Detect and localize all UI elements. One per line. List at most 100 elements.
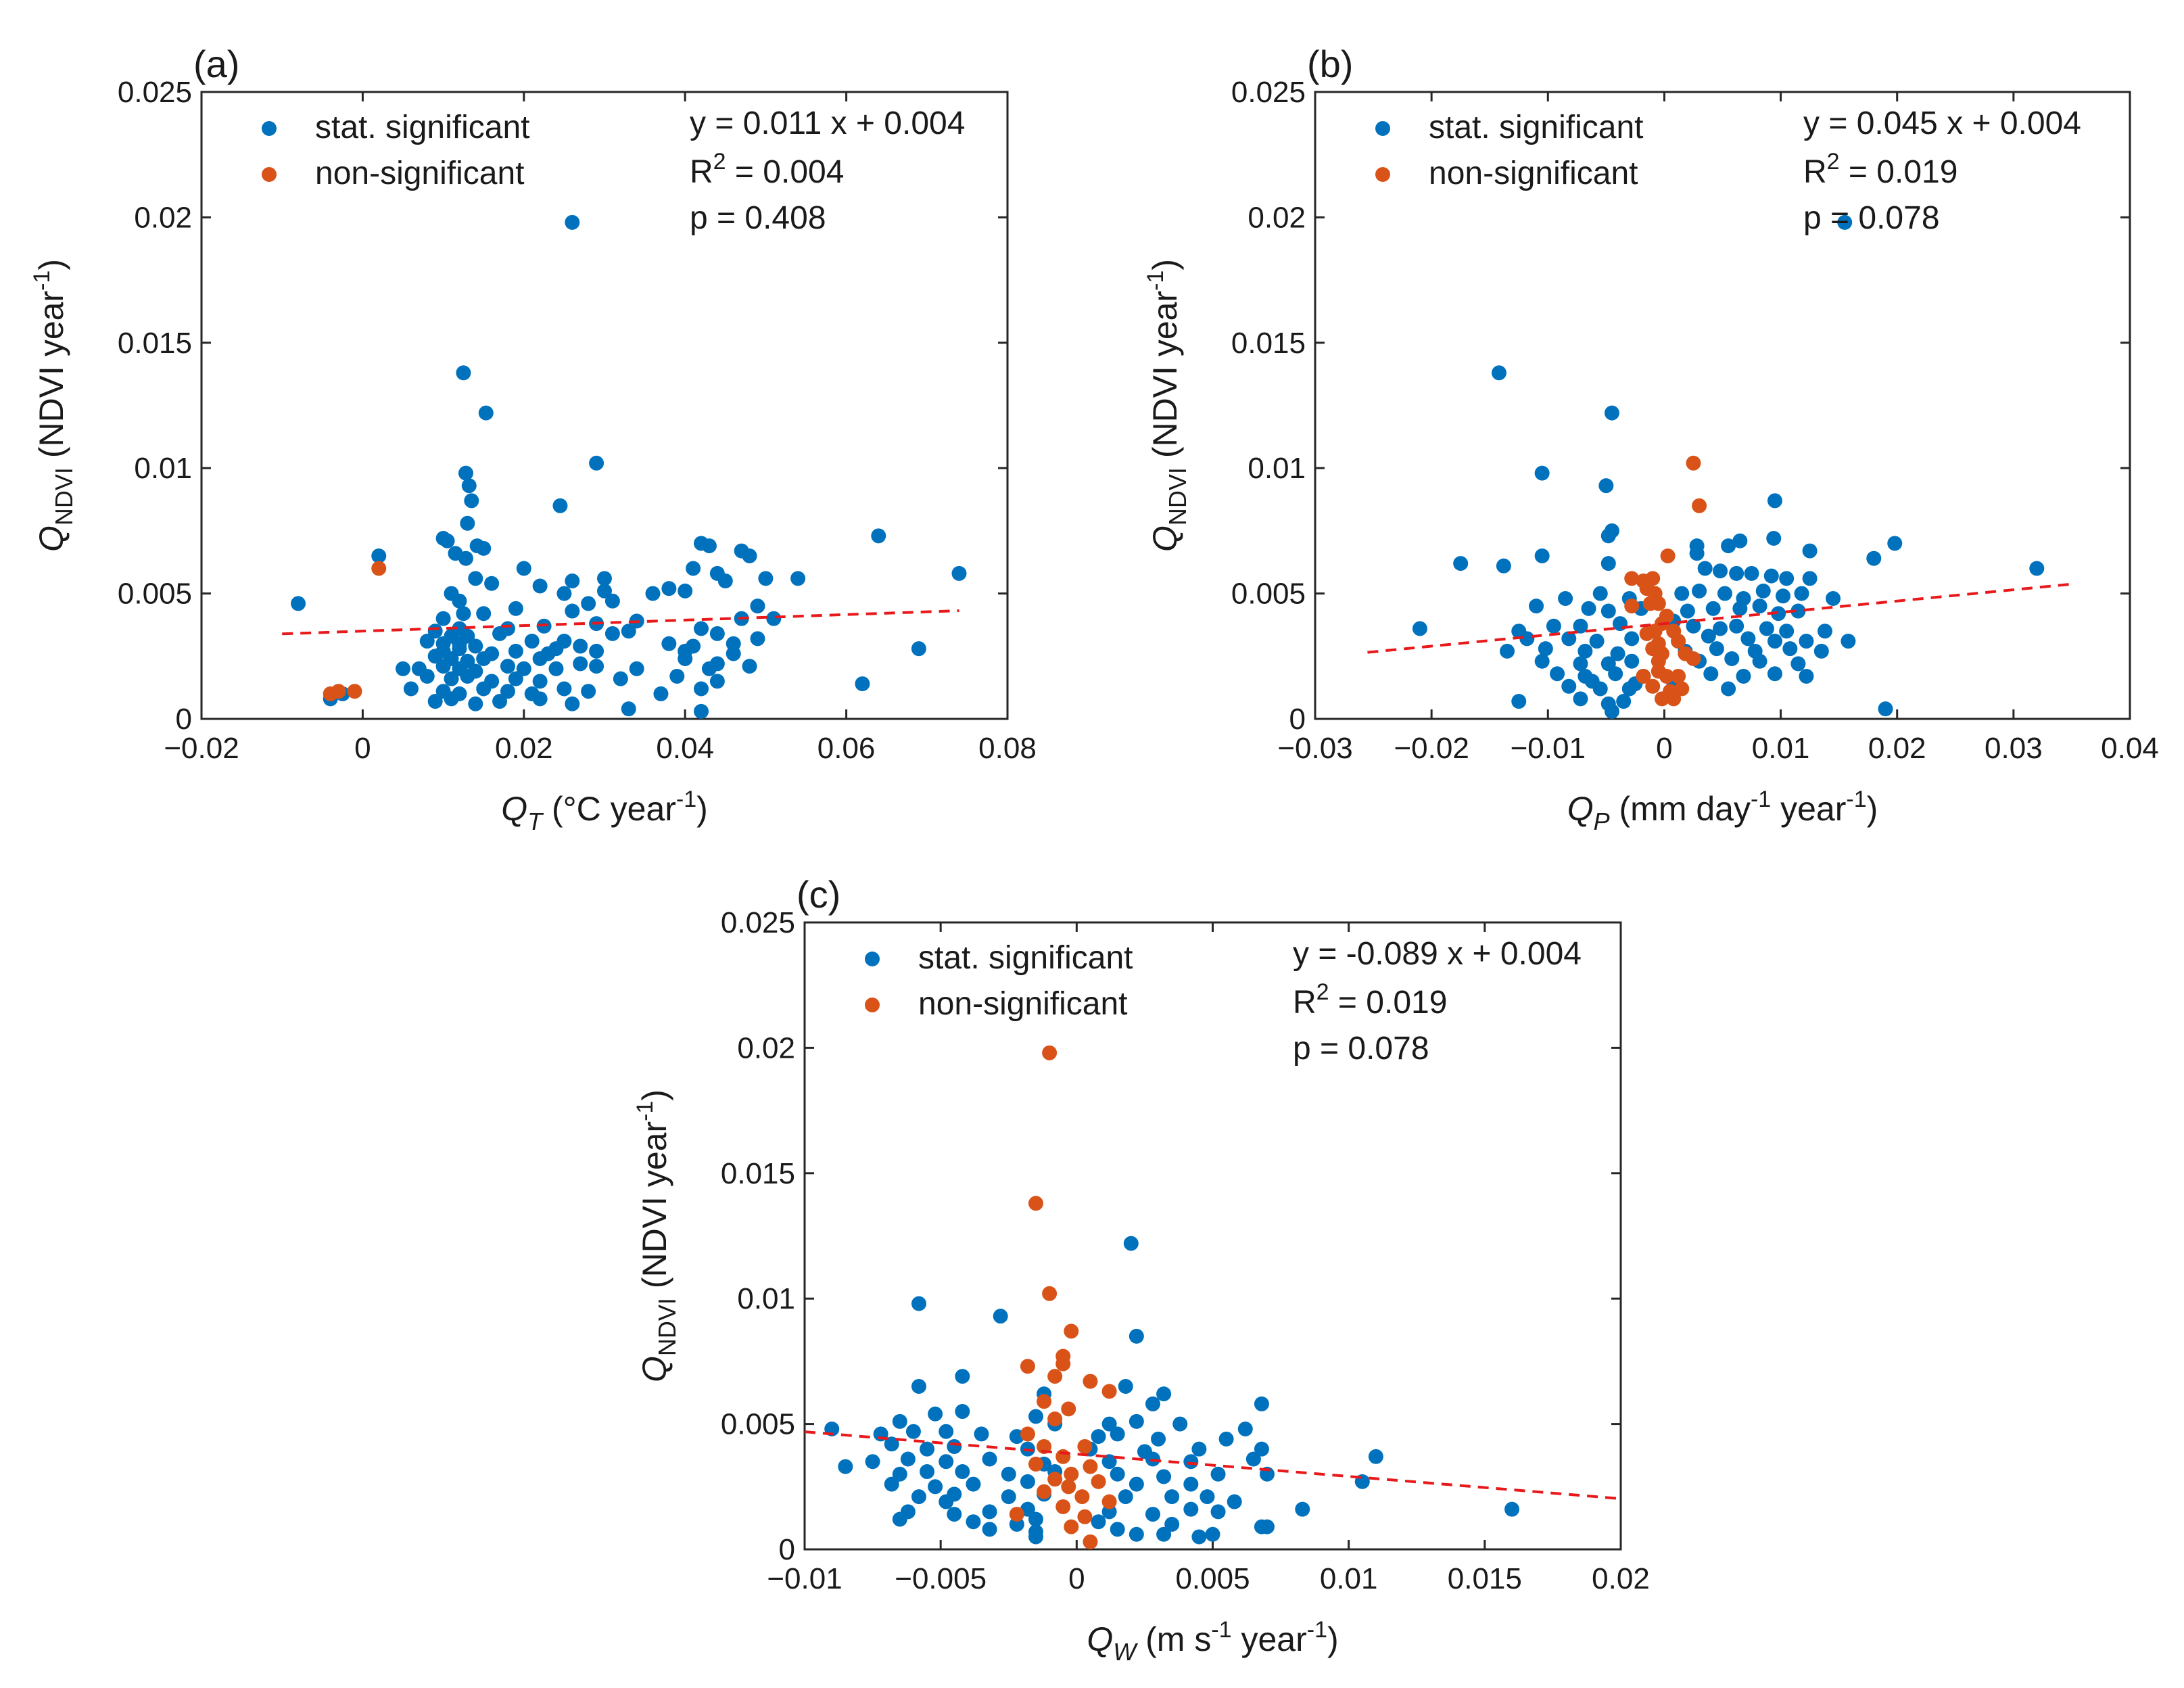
point-significant (1826, 591, 1841, 607)
x-tick-label-b: −0.02 (1394, 732, 1469, 765)
point-significant (947, 1507, 962, 1522)
point-significant (440, 533, 455, 548)
point-significant (701, 538, 717, 554)
point-nonsignificant (1077, 1438, 1093, 1454)
point-significant (1573, 691, 1588, 707)
point-significant (1755, 583, 1771, 599)
y-tick-label-a: 0.025 (118, 76, 192, 109)
point-significant (1598, 478, 1614, 494)
x-tick-label-b: −0.03 (1277, 732, 1352, 765)
x-tick-label-c: 0.01 (1320, 1562, 1378, 1595)
point-significant (435, 659, 451, 674)
point-significant (1504, 1501, 1520, 1517)
point-significant (1794, 586, 1809, 601)
point-nonsignificant (1037, 1484, 1052, 1499)
point-significant (1802, 543, 1818, 559)
point-significant (884, 1436, 899, 1452)
point-significant (1453, 556, 1469, 571)
point-significant (1724, 651, 1740, 667)
regression-equation-a: y = 0.011 x + 0.004 (690, 106, 965, 141)
point-significant (629, 661, 644, 676)
point-significant (1817, 624, 1832, 639)
point-significant (1841, 634, 1856, 649)
point-significant (444, 691, 459, 707)
point-significant (1573, 618, 1588, 634)
point-nonsignificant (1077, 1509, 1093, 1524)
point-significant (556, 681, 572, 697)
point-significant (1763, 568, 1779, 584)
point-significant (1709, 641, 1724, 657)
point-significant (1511, 694, 1527, 709)
y-tick-label-a: 0.005 (118, 578, 192, 611)
x-tick-label-b: 0.01 (1752, 732, 1810, 765)
legend-label-nonsignificant: non-significant (1429, 156, 1638, 191)
point-significant (1534, 653, 1550, 669)
point-significant (742, 548, 757, 563)
point-significant (871, 528, 886, 544)
point-significant (604, 626, 620, 641)
x-tick-label-c: −0.01 (767, 1562, 842, 1595)
point-significant (468, 571, 483, 586)
point-significant (928, 1479, 943, 1495)
point-significant (396, 661, 410, 676)
point-significant (1752, 599, 1767, 614)
legend-marker-significant (262, 121, 277, 136)
point-significant (686, 561, 701, 576)
point-significant (1534, 548, 1550, 563)
y-tick-label-c: 0.025 (721, 906, 795, 939)
legend-marker-significant (1375, 121, 1390, 136)
legend-label-significant: stat. significant (315, 110, 529, 145)
point-significant (1295, 1501, 1310, 1517)
point-significant (1020, 1474, 1035, 1489)
point-significant (1529, 599, 1544, 614)
point-significant (1183, 1454, 1199, 1470)
fit-line-a (282, 609, 959, 636)
point-nonsignificant (1091, 1474, 1106, 1489)
point-significant (1110, 1522, 1125, 1537)
legend-marker-nonsignificant (865, 998, 880, 1012)
point-significant (726, 646, 741, 661)
point-significant (1001, 1466, 1016, 1482)
point-nonsignificant (1083, 1534, 1098, 1549)
x-tick-label-a: 0 (354, 732, 371, 765)
point-nonsignificant (1624, 599, 1640, 614)
point-significant (1680, 603, 1695, 619)
point-significant (955, 1464, 970, 1480)
point-significant (1519, 631, 1535, 647)
p-value-a: p = 0.408 (690, 200, 826, 236)
point-significant (1584, 674, 1600, 689)
point-nonsignificant (1101, 1494, 1117, 1509)
point-significant (435, 611, 451, 626)
point-significant (1878, 701, 1893, 717)
point-nonsignificant (1692, 498, 1707, 513)
y-tick-label-b: 0.005 (1231, 578, 1306, 611)
point-significant (460, 515, 475, 531)
point-significant (678, 583, 693, 599)
point-significant (458, 465, 473, 481)
point-significant (1254, 1396, 1269, 1411)
point-nonsignificant (1660, 548, 1676, 563)
point-significant (581, 596, 596, 611)
point-significant (838, 1459, 853, 1474)
x-axis-label-c: QW (m s-1 year-1) (1087, 1617, 1338, 1666)
legend-label-nonsignificant: non-significant (315, 156, 525, 191)
x-tick-label-c: 0.015 (1448, 1562, 1522, 1595)
point-significant (1558, 591, 1573, 607)
x-axis-label-b: QP (mm day-1 year-1) (1567, 787, 1878, 835)
y-tick-label-a: 0.01 (134, 452, 192, 485)
point-significant (1028, 1511, 1043, 1527)
point-significant (1129, 1476, 1144, 1492)
point-significant (476, 540, 492, 556)
y-tick-label-a: 0 (176, 703, 192, 736)
point-nonsignificant (1674, 681, 1690, 697)
point-significant (865, 1454, 880, 1470)
point-nonsignificant (1028, 1456, 1043, 1472)
point-significant (911, 1489, 926, 1505)
point-significant (758, 571, 774, 586)
point-significant (573, 656, 588, 672)
point-significant (1732, 601, 1748, 616)
point-nonsignificant (1055, 1499, 1071, 1514)
point-significant (974, 1426, 989, 1442)
point-significant (1561, 678, 1577, 694)
